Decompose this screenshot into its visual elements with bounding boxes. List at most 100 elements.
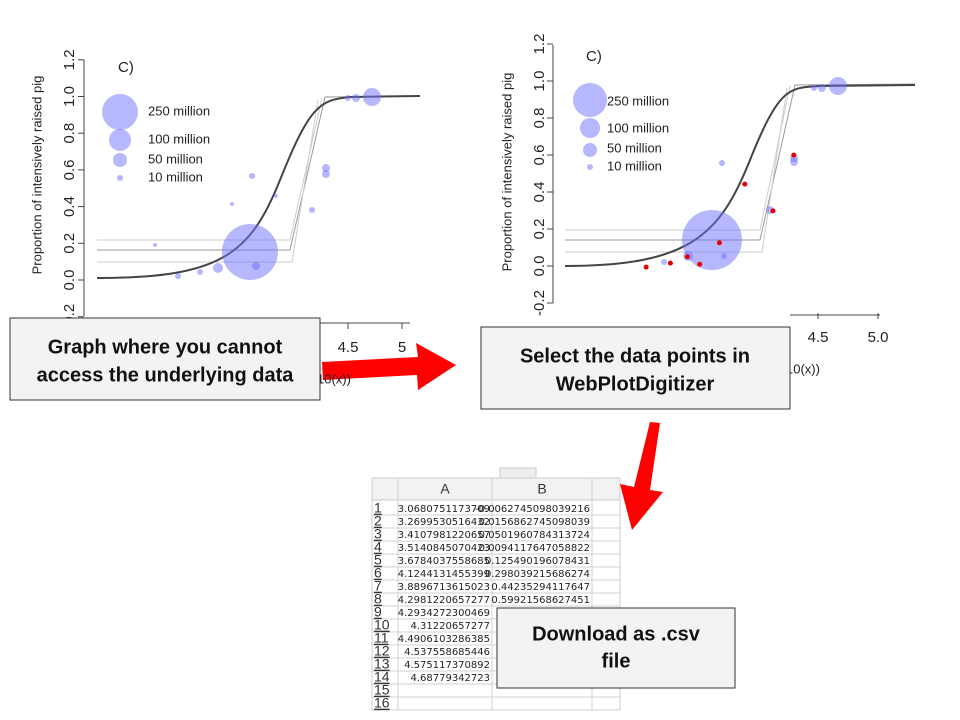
digitized-point [770,208,776,214]
cell: -0.0062745098039216 [475,504,590,515]
y-tick-label: 0.6 [531,145,548,166]
curve [96,95,421,279]
row-number: 2 [374,513,382,529]
curve [97,97,323,263]
row-number: 5 [374,552,382,568]
cell: 4.68779342723 [410,673,490,684]
digitized-point [791,152,797,158]
cell: 4.2981220657277 [398,595,490,606]
y-tick-label: 0.0 [531,256,548,277]
cell: 0.44235294117647 [491,582,590,593]
y-tick-label: 0.6 [61,159,78,180]
cell: 4.537558685446 [404,647,490,658]
y-tick-label: 1.2 [61,49,78,70]
y-tick-label: 0.8 [61,123,78,144]
callout-text: access the underlying data [37,364,295,386]
callout-text: file [602,650,631,672]
callout-box [480,326,791,410]
cell: 3.6784037558685 [398,556,490,567]
row-number: 10 [374,617,390,633]
cell: 4.575117370892 [404,660,490,671]
callout-box [496,607,736,689]
cell: 0.59921568627451 [491,595,590,606]
cell: 3.5140845070423 [398,543,490,554]
cell: 3.4107981220657 [398,530,490,541]
row-number: 16 [374,695,390,711]
row-number: 6 [374,565,382,581]
cell: 3.0680751173709 [398,504,490,515]
row-number: 15 [374,682,390,698]
bubbles [573,77,847,270]
row-number: 7 [374,578,382,594]
digitized-point [716,240,722,246]
row-number: 4 [374,539,382,555]
callout-text: Graph where you cannot [48,336,283,358]
row-number: 8 [374,591,382,607]
digitized-point [684,254,690,260]
legend-label: 50 million [148,151,203,166]
callout-text: Select the data points in [520,345,750,367]
legend-label: 50 million [607,140,662,155]
row-number: 13 [374,656,390,672]
x-tick-label: 4.5 [338,339,359,356]
cell: 3.2699530516432 [398,517,490,528]
cell: 0.0501960784313724 [479,530,590,541]
curve [565,85,791,253]
y-axis-label: Proportion of intensively raised pig [499,73,514,272]
cell: 3.8896713615023 [398,582,490,593]
x-tick-label: 5 [398,339,406,356]
digitized-point [667,260,673,266]
y-tick-label: -0.2 [531,290,548,316]
y-tick-label: 1.0 [61,86,78,107]
legend-label: 10 million [607,158,662,173]
row-number: 11 [374,630,389,646]
panel-label: C) [118,59,134,76]
row-number: 9 [374,604,382,620]
legend-label: 100 million [607,120,669,135]
arrow [620,422,663,530]
digitized-point [643,264,649,270]
cell: 0.0094117647058822 [479,543,590,554]
curve [564,84,916,267]
row-number: 3 [374,526,382,542]
y-tick-label: 0.4 [61,196,78,217]
tab [499,467,537,479]
cell: 4.1244131455399 [398,569,490,580]
cell: 4.31220657277 [410,621,490,632]
cell: 0.0156862745098039 [479,517,590,528]
row-number: 14 [374,669,390,685]
column-header: B [537,481,546,497]
y-tick-label: 0.2 [531,219,548,240]
bubbles [102,88,381,280]
x-tick-label: 5.0 [868,329,889,346]
callout-box [9,317,321,401]
legend-label: 250 million [148,103,210,118]
x-tick-label: 4.5 [808,329,829,346]
y-axis-label: Proportion of intensively raised pig [29,76,44,275]
y-tick-label: 0.0 [61,270,78,291]
cell: 0.298039215686274 [485,569,590,580]
panel-label: C) [586,48,602,65]
y-tick-label: 0.2 [61,233,78,254]
y-tick-label: 0.8 [531,108,548,129]
row-number: 1 [374,500,382,516]
cell: 4.2934272300469 [398,608,490,619]
arrow [322,343,456,390]
legend-label: 10 million [148,169,203,184]
arrows [322,343,663,530]
left-graph [83,60,421,324]
legend-label: 100 million [148,131,210,146]
header-row [371,477,621,501]
callout-text: Download as .csv [532,623,701,645]
x-axis-label: 10(x)) [317,371,351,386]
y-tick-label: 0.4 [531,182,548,203]
x-axis-label: 10(x)) [786,361,820,376]
legend-label: 250 million [607,93,669,108]
cell: 4.4906103286385 [398,634,490,645]
callout-text: WebPlotDigitizer [556,373,715,395]
cell: 0.125490196078431 [485,556,590,567]
y-tick-label: 1.2 [531,34,548,55]
right-graph [552,45,916,316]
curve [565,83,916,241]
